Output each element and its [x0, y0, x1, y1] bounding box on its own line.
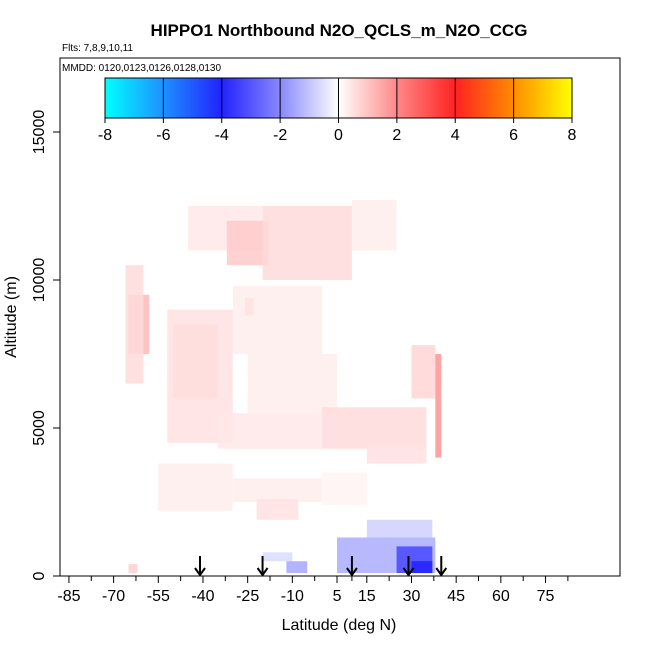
- heatmap-cell: [366, 519, 433, 538]
- flight-marker-arrow: [256, 556, 269, 577]
- x-tick-label: 15: [358, 588, 376, 605]
- y-axis: 0 5000 10000 15000: [31, 110, 60, 580]
- x-tick-label: -40: [191, 588, 214, 605]
- heatmap-cell: [286, 561, 308, 574]
- flight-marker-arrow: [346, 556, 358, 577]
- x-tick-label: -70: [102, 588, 125, 605]
- plot-frame: [59, 57, 621, 577]
- x-tick-label: 75: [537, 588, 555, 605]
- y-axis-label: Altitude (m): [3, 276, 20, 358]
- y-tick-label: 10000: [31, 258, 48, 303]
- heatmap-cell: [262, 552, 293, 562]
- colorbar-tick-label: 8: [568, 127, 577, 144]
- heatmap-cell: [435, 354, 442, 458]
- heatmap-cell: [351, 200, 397, 251]
- x-tick-label: -55: [147, 588, 170, 605]
- flight-marker-arrow: [435, 556, 448, 577]
- y-tick-label: 5000: [31, 410, 48, 446]
- x-tick-label: -25: [236, 588, 259, 605]
- colorbar-tick-label: 6: [509, 127, 518, 144]
- colorbar-tick-label: -2: [273, 127, 287, 144]
- y-tick-label: 15000: [31, 110, 48, 155]
- x-tick-label: 30: [403, 588, 421, 605]
- flights-label: Flts: 7,8,9,10,11: [62, 43, 133, 54]
- heatmap-cell: [322, 472, 367, 505]
- colorbar-ticks: -8 -6 -4 -2 0 2 4 6 8: [98, 78, 577, 144]
- y-tick-label: 0: [31, 571, 48, 580]
- heatmap-cell: [232, 478, 323, 502]
- x-tick-label: 45: [447, 588, 465, 605]
- heatmap-cells: [125, 200, 442, 574]
- heatmap-cell: [232, 285, 323, 354]
- chart-title: HIPPO1 Northbound N2O_QCLS_m_N2O_CCG: [151, 21, 528, 40]
- heatmap-cell: [322, 407, 427, 449]
- x-axis-label: Latitude (deg N): [282, 617, 397, 634]
- x-tick-label: 60: [492, 588, 510, 605]
- heatmap-cell: [256, 499, 299, 520]
- flight-markers: [194, 556, 448, 577]
- colorbar-tick-label: 0: [334, 127, 343, 144]
- x-tick-label: -10: [281, 588, 304, 605]
- heatmap-cell: [125, 265, 144, 384]
- x-tick-label: -85: [57, 588, 80, 605]
- x-tick-label: 5: [333, 588, 342, 605]
- flight-marker-arrow: [402, 556, 415, 577]
- mmdd-label: MMDD: 0120,0123,0126,0128,0130: [62, 63, 221, 74]
- heatmap-cell: [411, 345, 436, 399]
- heatmap-cell: [128, 564, 138, 574]
- heatmap-cell: [247, 354, 338, 414]
- heatmap-cell: [411, 561, 433, 574]
- colorbar-tick-label: -4: [215, 127, 229, 144]
- colorbar-tick-label: -8: [98, 127, 112, 144]
- colorbar-tick-label: 4: [451, 127, 460, 144]
- x-axis: -85 -70 -55 -40 -25 -10 5 15 30 45 60 75: [57, 576, 569, 605]
- heatmap-cell: [366, 442, 427, 464]
- heatmap-cell: [217, 413, 323, 449]
- colorbar-tick-label: -6: [156, 127, 170, 144]
- heatmap-cell: [158, 463, 233, 511]
- flight-marker-arrow: [194, 556, 206, 577]
- heatmap-cell: [226, 220, 269, 266]
- colorbar-tick-label: 2: [392, 127, 401, 144]
- heatmap-cell: [262, 206, 352, 280]
